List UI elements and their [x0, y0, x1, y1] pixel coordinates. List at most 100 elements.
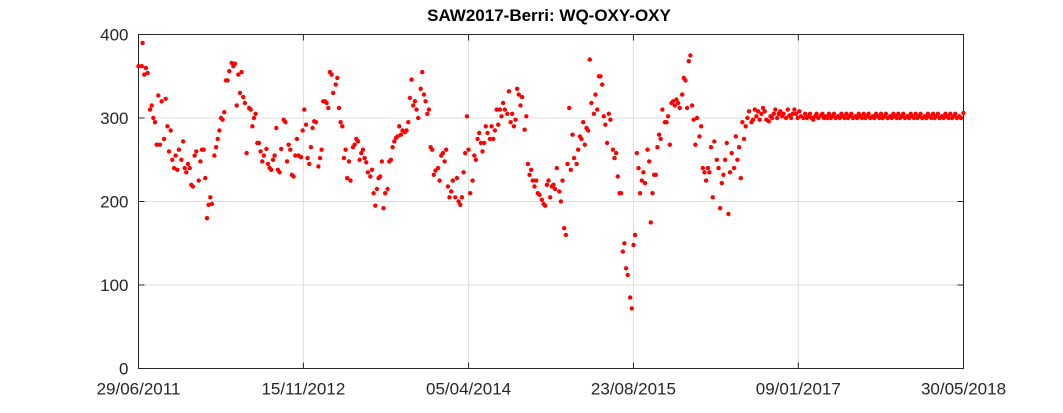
x-axis: 29/06/2011 15/11/2012 05/04/2014 23/08/2015… — [97, 34, 1006, 399]
data-point — [567, 105, 572, 111]
data-point — [825, 115, 830, 121]
data-point — [279, 146, 284, 152]
data-point — [166, 149, 172, 154]
data-point — [179, 157, 184, 162]
data-point — [316, 164, 321, 169]
data-point — [530, 178, 535, 183]
data-point — [759, 111, 764, 117]
data-point — [539, 197, 545, 202]
data-point — [629, 306, 634, 311]
data-point — [398, 132, 404, 137]
data-point — [878, 111, 884, 117]
data-point — [658, 136, 663, 142]
data-point — [585, 128, 591, 133]
data-point — [814, 111, 819, 117]
data-point — [173, 153, 178, 158]
data-point — [641, 170, 646, 175]
data-point — [345, 175, 350, 181]
x-tick-label: 09/01/2017 — [756, 380, 841, 399]
data-point — [421, 92, 427, 97]
data-point — [331, 90, 336, 96]
data-point — [722, 157, 728, 162]
data-point — [719, 180, 724, 186]
data-point — [595, 107, 600, 112]
data-point — [510, 111, 515, 117]
y-tick-label: 0 — [119, 360, 128, 379]
data-point — [913, 111, 918, 117]
data-point — [771, 111, 776, 117]
data-point — [418, 86, 423, 92]
y-tick-label: 100 — [100, 276, 128, 295]
data-point — [365, 170, 371, 175]
data-point — [194, 149, 199, 154]
data-point — [187, 165, 192, 171]
data-point — [192, 153, 197, 158]
data-point — [562, 226, 567, 231]
data-point — [404, 128, 409, 133]
data-point — [157, 142, 163, 147]
data-point — [773, 107, 778, 112]
data-point — [774, 115, 780, 121]
data-point — [487, 136, 493, 142]
data-point — [792, 107, 797, 112]
data-point — [286, 142, 291, 147]
data-point — [265, 161, 271, 167]
data-point — [664, 120, 669, 125]
data-point — [239, 69, 244, 75]
data-point — [636, 165, 641, 171]
data-point — [702, 170, 707, 175]
data-point — [571, 155, 577, 161]
data-point — [343, 147, 348, 152]
data-point — [284, 159, 290, 164]
data-point — [831, 111, 837, 117]
data-point — [442, 159, 447, 164]
data-point — [291, 174, 296, 179]
data-point — [820, 111, 825, 117]
data-point — [589, 100, 594, 106]
data-point — [461, 170, 466, 175]
data-point — [184, 170, 189, 175]
data-point — [496, 122, 501, 127]
data-point — [587, 57, 592, 62]
data-point — [190, 184, 196, 189]
data-point — [684, 105, 690, 111]
data-point — [444, 147, 449, 152]
data-point — [242, 100, 248, 106]
data-point — [182, 165, 187, 171]
data-point — [430, 147, 435, 152]
data-point — [653, 172, 658, 177]
data-point — [699, 124, 704, 129]
data-point — [551, 182, 556, 187]
data-point — [175, 167, 180, 172]
data-point — [793, 111, 799, 117]
x-tick-label: 15/11/2012 — [261, 380, 345, 399]
data-point — [499, 114, 504, 119]
data-point — [215, 136, 220, 142]
data-point — [842, 115, 847, 121]
data-point — [423, 99, 428, 104]
data-point — [272, 153, 277, 158]
data-point — [790, 111, 795, 117]
data-point — [527, 172, 532, 177]
data-point — [390, 145, 395, 150]
data-points — [136, 40, 966, 311]
data-point — [745, 115, 750, 121]
data-point — [414, 107, 419, 112]
data-point — [667, 142, 672, 147]
data-point — [896, 111, 901, 117]
data-point — [500, 100, 506, 106]
data-point — [795, 115, 800, 121]
data-point — [525, 161, 531, 167]
data-point — [425, 111, 430, 117]
data-point — [293, 153, 298, 158]
data-point — [269, 167, 274, 172]
data-point — [489, 124, 494, 129]
data-point — [335, 75, 340, 81]
data-point — [901, 111, 906, 117]
data-point — [364, 160, 369, 165]
data-point — [513, 117, 518, 122]
data-point — [274, 125, 279, 131]
data-point — [601, 114, 606, 119]
data-point — [614, 150, 619, 156]
data-point — [483, 124, 488, 129]
